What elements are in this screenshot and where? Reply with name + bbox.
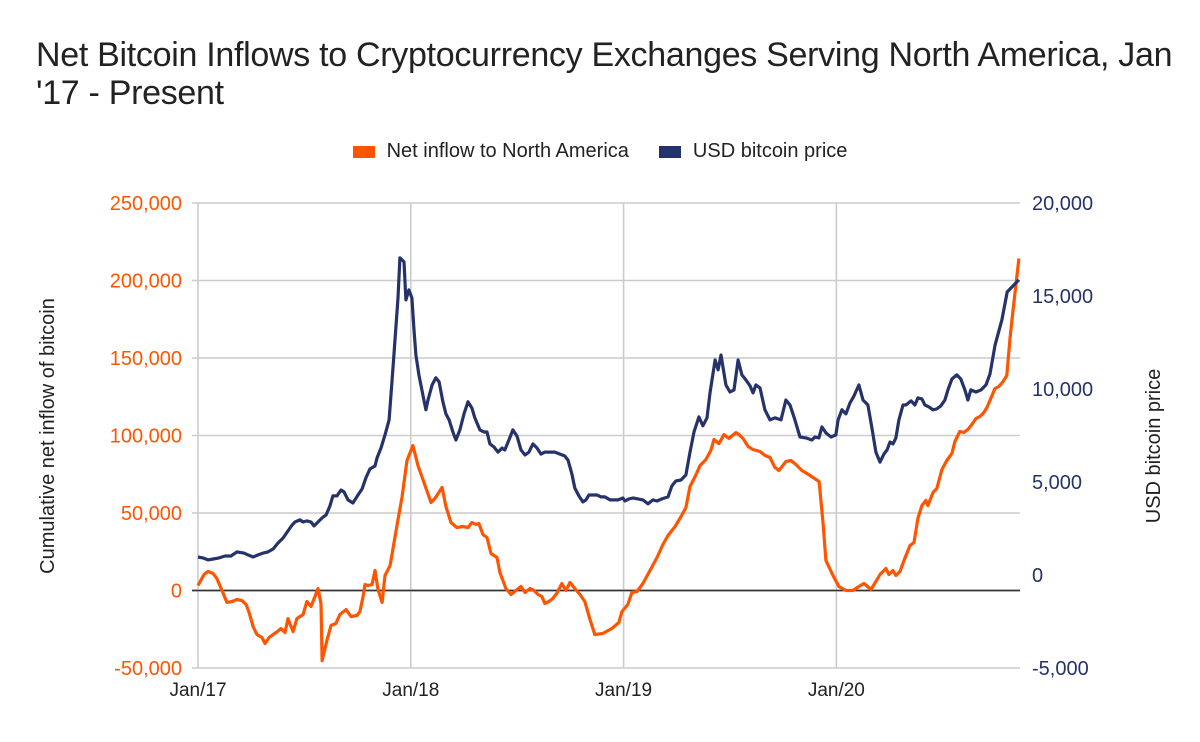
y-tick-label-left: -50,000 bbox=[114, 658, 182, 680]
legend: Net inflow to North America USD bitcoin … bbox=[0, 140, 1200, 163]
series-line-usd-price bbox=[197, 256, 1021, 562]
y-tick-label-left: 250,000 bbox=[110, 193, 182, 215]
y-tick-label-left: 100,000 bbox=[110, 426, 182, 448]
y-tick-label-left: 150,000 bbox=[110, 348, 182, 370]
y-tick-label-right: 20,000 bbox=[1032, 193, 1093, 215]
series-lines bbox=[196, 256, 1021, 663]
y-tick-label-left: 50,000 bbox=[121, 503, 182, 525]
legend-swatch-net-inflow bbox=[352, 145, 375, 158]
y-axis-title-right: USD bitcoin price bbox=[1143, 369, 1165, 524]
x-tick-label: Jan/20 bbox=[808, 680, 865, 701]
chart-title: Net Bitcoin Inflows to Cryptocurrency Ex… bbox=[36, 36, 1173, 112]
legend-item-net-inflow[interactable]: Net inflow to North America bbox=[352, 140, 629, 163]
series-line-net-inflow bbox=[196, 258, 1021, 663]
y-tick-label-right: -5,000 bbox=[1032, 658, 1089, 680]
legend-item-usd-price[interactable]: USD bitcoin price bbox=[658, 140, 848, 163]
tick-labels: 250,000 200,000 150,000 100,000 50,000 0 -50,0… bbox=[110, 193, 1093, 701]
legend-swatch-usd-price bbox=[658, 145, 681, 158]
gridlines bbox=[192, 202, 1020, 669]
x-tick-label: Jan/17 bbox=[169, 680, 226, 701]
legend-label-usd-price: USD bitcoin price bbox=[692, 140, 848, 162]
y-axis-title-left: Cumulative net inflow of bitcoin bbox=[37, 298, 59, 574]
x-tick-label: Jan/18 bbox=[382, 680, 439, 701]
y-tick-label-right: 15,000 bbox=[1032, 286, 1093, 308]
y-tick-label-left: 200,000 bbox=[110, 271, 182, 293]
y-tick-label-right: 10,000 bbox=[1032, 379, 1093, 401]
y-tick-label-right: 5,000 bbox=[1032, 472, 1082, 494]
legend-label-net-inflow: Net inflow to North America bbox=[386, 140, 629, 162]
x-tick-label: Jan/19 bbox=[595, 680, 652, 701]
y-tick-label-right: 0 bbox=[1032, 565, 1043, 587]
y-tick-label-left: 0 bbox=[171, 581, 182, 603]
